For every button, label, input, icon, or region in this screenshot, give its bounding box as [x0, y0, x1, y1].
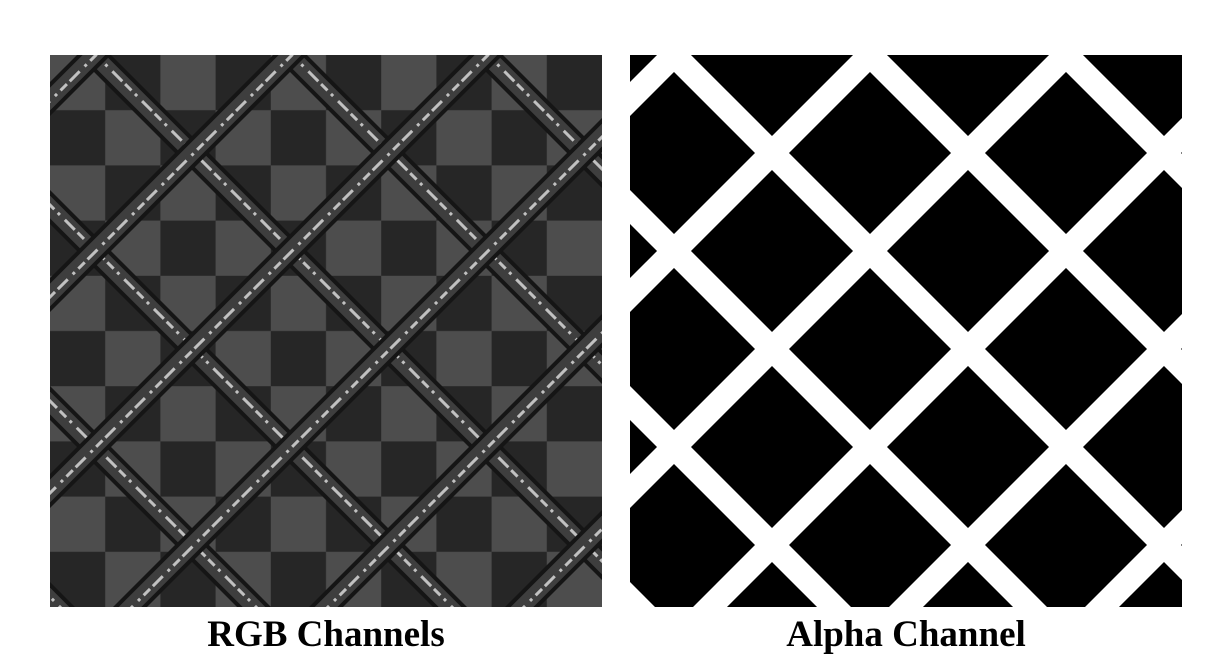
- wire-highlight-descending: [50, 398, 259, 607]
- wire-highlight-descending: [50, 202, 455, 607]
- alpha-line-descending: [630, 386, 851, 607]
- alpha-line-ascending: [1085, 510, 1182, 607]
- rgb-channels-caption: RGB Channels: [207, 614, 445, 655]
- alpha-line-ascending: [630, 55, 1083, 508]
- alpha-line-ascending: [630, 55, 887, 312]
- wire-highlight-descending: [289, 55, 602, 368]
- rgb-channels-image: [50, 55, 602, 607]
- alpha-channel-image: [630, 55, 1182, 607]
- wire-highlight-descending: [93, 55, 602, 564]
- wire-highlight-ascending: [521, 526, 602, 607]
- alpha-background: [630, 55, 1182, 607]
- alpha-mask-svg: [630, 55, 1182, 607]
- rgb-texture-svg: [50, 55, 602, 607]
- alpha-line-ascending: [889, 314, 1182, 607]
- wire-highlight-descending: [485, 55, 602, 172]
- alpha-lattice: [630, 55, 1182, 607]
- alpha-channel-caption: Alpha Channel: [786, 614, 1026, 655]
- wire-highlight-ascending: [129, 134, 602, 607]
- wire-lattice: [50, 55, 602, 607]
- alpha-line-descending: [657, 55, 1182, 580]
- alpha-line-descending: [853, 55, 1182, 384]
- wire-highlight-ascending: [50, 55, 295, 300]
- wire-highlight-ascending: [325, 330, 602, 607]
- alpha-line-descending: [1049, 55, 1182, 188]
- alpha-line-ascending: [693, 118, 1182, 607]
- checkerboard-background: [50, 55, 602, 607]
- wire-highlight-ascending: [50, 55, 491, 496]
- alpha-line-descending: [630, 190, 1047, 607]
